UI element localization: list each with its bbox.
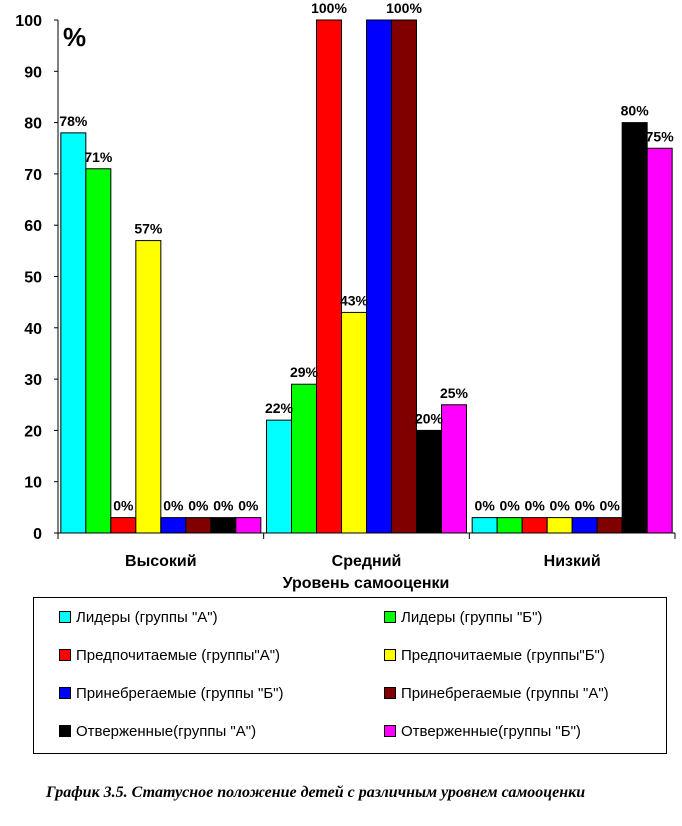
legend-item: Лидеры (группы "Б") — [384, 607, 542, 627]
bar-chart: 78%22%0%71%29%0%0%100%0%57%43%0%0% 0%0%10… — [15, 0, 676, 592]
y-tick-label: 40 — [24, 321, 42, 338]
data-label: 0% — [525, 498, 546, 514]
bar — [110, 517, 137, 534]
legend-swatch — [59, 725, 71, 737]
bar — [546, 517, 573, 534]
bar — [596, 517, 623, 534]
y-tick-label: 90 — [24, 64, 42, 81]
data-label: 20% — [415, 410, 444, 426]
bar — [135, 240, 162, 534]
bar — [496, 517, 523, 534]
bar — [235, 517, 262, 534]
legend-swatch — [59, 611, 71, 623]
y-tick-label: 30 — [24, 372, 42, 389]
bar — [316, 19, 342, 534]
data-label: 0% — [113, 498, 134, 514]
data-label: 22% — [265, 400, 294, 416]
legend-label: Лидеры (группы "А") — [76, 608, 218, 626]
legend-swatch — [384, 687, 396, 699]
legend-label: Принебрегаемые (группы "А") — [401, 684, 609, 702]
bar — [366, 19, 392, 534]
legend-item: Лидеры (группы "А") — [59, 607, 218, 627]
bar — [60, 132, 87, 534]
bar — [621, 122, 648, 534]
data-label: 0% — [213, 498, 234, 514]
bar — [185, 517, 212, 534]
legend-item: Принебрегаемые (группы "А") — [384, 683, 609, 703]
bar — [391, 19, 417, 534]
legend-item: Отверженные(группы "Б") — [384, 721, 581, 741]
y-tick-label: 80 — [24, 116, 42, 133]
data-label: 78% — [59, 113, 88, 129]
legend-label: Предпочитаемые (группы"А") — [76, 646, 281, 664]
bar — [266, 419, 292, 534]
legend: Лидеры (группы "А") Лидеры (группы "Б") Пр… — [33, 597, 667, 754]
data-label: 0% — [188, 498, 209, 514]
data-label: 43% — [340, 292, 369, 308]
bar-labels-layer: 78%22%0%71%29%0%0%100%0%57%43%0%0% 0%0%10… — [59, 0, 674, 514]
bar — [160, 517, 187, 534]
data-label: 100% — [386, 0, 422, 16]
y-tick-label: 60 — [24, 218, 42, 235]
legend-label: Принебрегаемые (группы "Б") — [76, 684, 284, 702]
bar — [521, 517, 548, 534]
x-categories-layer: Высокий Средний Низкий — [57, 533, 676, 570]
data-label: 25% — [440, 385, 469, 401]
legend-label: Лидеры (группы "Б") — [401, 608, 543, 626]
figure-caption: График 3.5. Статусное положение детей с … — [46, 784, 586, 801]
legend-item: Предпочитаемые (группы"А") — [59, 645, 280, 665]
bar — [210, 517, 237, 534]
legend-swatch — [384, 649, 396, 661]
data-label: 80% — [621, 103, 650, 119]
legend-swatch — [59, 649, 71, 661]
data-label: 29% — [290, 364, 319, 380]
y-tick-label: 70 — [24, 167, 42, 184]
legend-label: Отверженные(группы "А") — [76, 722, 257, 740]
x-category-label: Низкий — [544, 553, 601, 570]
y-ticks-layer: 0 10 20 30 40 50 60 70 80 90 100 — [15, 13, 58, 543]
data-label: 0% — [500, 498, 521, 514]
bar — [471, 517, 498, 534]
data-label: 0% — [550, 498, 571, 514]
data-label: 75% — [646, 128, 675, 144]
data-label: 0% — [238, 498, 259, 514]
bar — [646, 147, 673, 534]
legend-item: Отверженные(группы "А") — [59, 721, 256, 741]
y-tick-label: 20 — [24, 423, 42, 440]
data-label: 0% — [163, 498, 184, 514]
data-label: 0% — [600, 498, 621, 514]
bar — [341, 311, 367, 534]
bars-layer — [60, 19, 673, 534]
legend-swatch — [384, 725, 396, 737]
legend-label: Отверженные(группы "Б") — [401, 722, 581, 740]
bar — [416, 429, 442, 534]
legend-swatch — [59, 687, 71, 699]
legend-item: Принебрегаемые (группы "Б") — [59, 683, 284, 703]
x-category-label: Средний — [332, 553, 402, 570]
x-category-label: Высокий — [125, 553, 197, 570]
legend-label: Предпочитаемые (группы"Б") — [401, 646, 605, 664]
bar — [85, 168, 112, 534]
bar — [291, 383, 317, 534]
y-tick-label: 0 — [33, 526, 42, 543]
legend-item: Предпочитаемые (группы"Б") — [384, 645, 605, 665]
unit-label: % — [63, 22, 86, 52]
data-label: 0% — [575, 498, 596, 514]
data-label: 100% — [311, 0, 347, 16]
x-axis-title: Уровень самооценки — [283, 575, 450, 592]
legend-swatch — [384, 611, 396, 623]
bar — [441, 404, 467, 534]
data-label: 57% — [134, 221, 163, 237]
y-tick-label: 10 — [24, 475, 42, 492]
data-label: 0% — [475, 498, 496, 514]
y-tick-label: 100 — [15, 13, 42, 30]
bar — [571, 517, 598, 534]
data-label: 71% — [84, 149, 113, 165]
y-tick-label: 50 — [24, 270, 42, 287]
